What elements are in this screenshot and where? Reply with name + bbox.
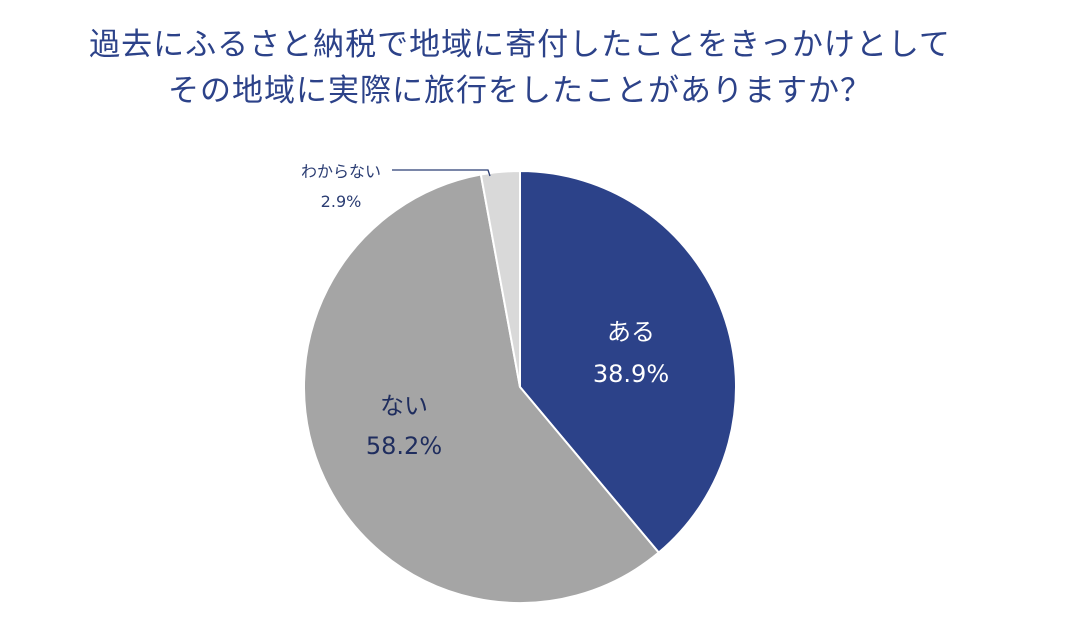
slice-label-aru-name: ある bbox=[607, 318, 655, 346]
slice-wakaranai bbox=[479, 169, 521, 388]
slice-label-nai-value: 58.2% bbox=[366, 432, 442, 460]
chart-title-line-2: その地域に実際に旅行をしたことがありますか？ bbox=[168, 73, 872, 109]
slice-nai bbox=[303, 173, 661, 604]
pie-slices bbox=[303, 169, 737, 604]
chart-title: 過去にふるさと納税で地域に寄付したことをきっかけとして その地域に実際に旅行をし… bbox=[0, 22, 1040, 114]
slice-label-wakaranai-name: わからない bbox=[301, 162, 381, 181]
leader-line-wakaranai bbox=[392, 169, 491, 177]
pie-labels: ある 38.9% ない 58.2% わからない 2.9% bbox=[301, 162, 669, 460]
slice-aru bbox=[519, 169, 737, 554]
slice-label-wakaranai-value: 2.9% bbox=[321, 192, 362, 211]
slice-label-nai-name: ない bbox=[380, 392, 428, 420]
chart-title-line-1: 過去にふるさと納税で地域に寄付したことをきっかけとして bbox=[89, 27, 951, 63]
slice-label-aru-value: 38.9% bbox=[593, 360, 669, 388]
